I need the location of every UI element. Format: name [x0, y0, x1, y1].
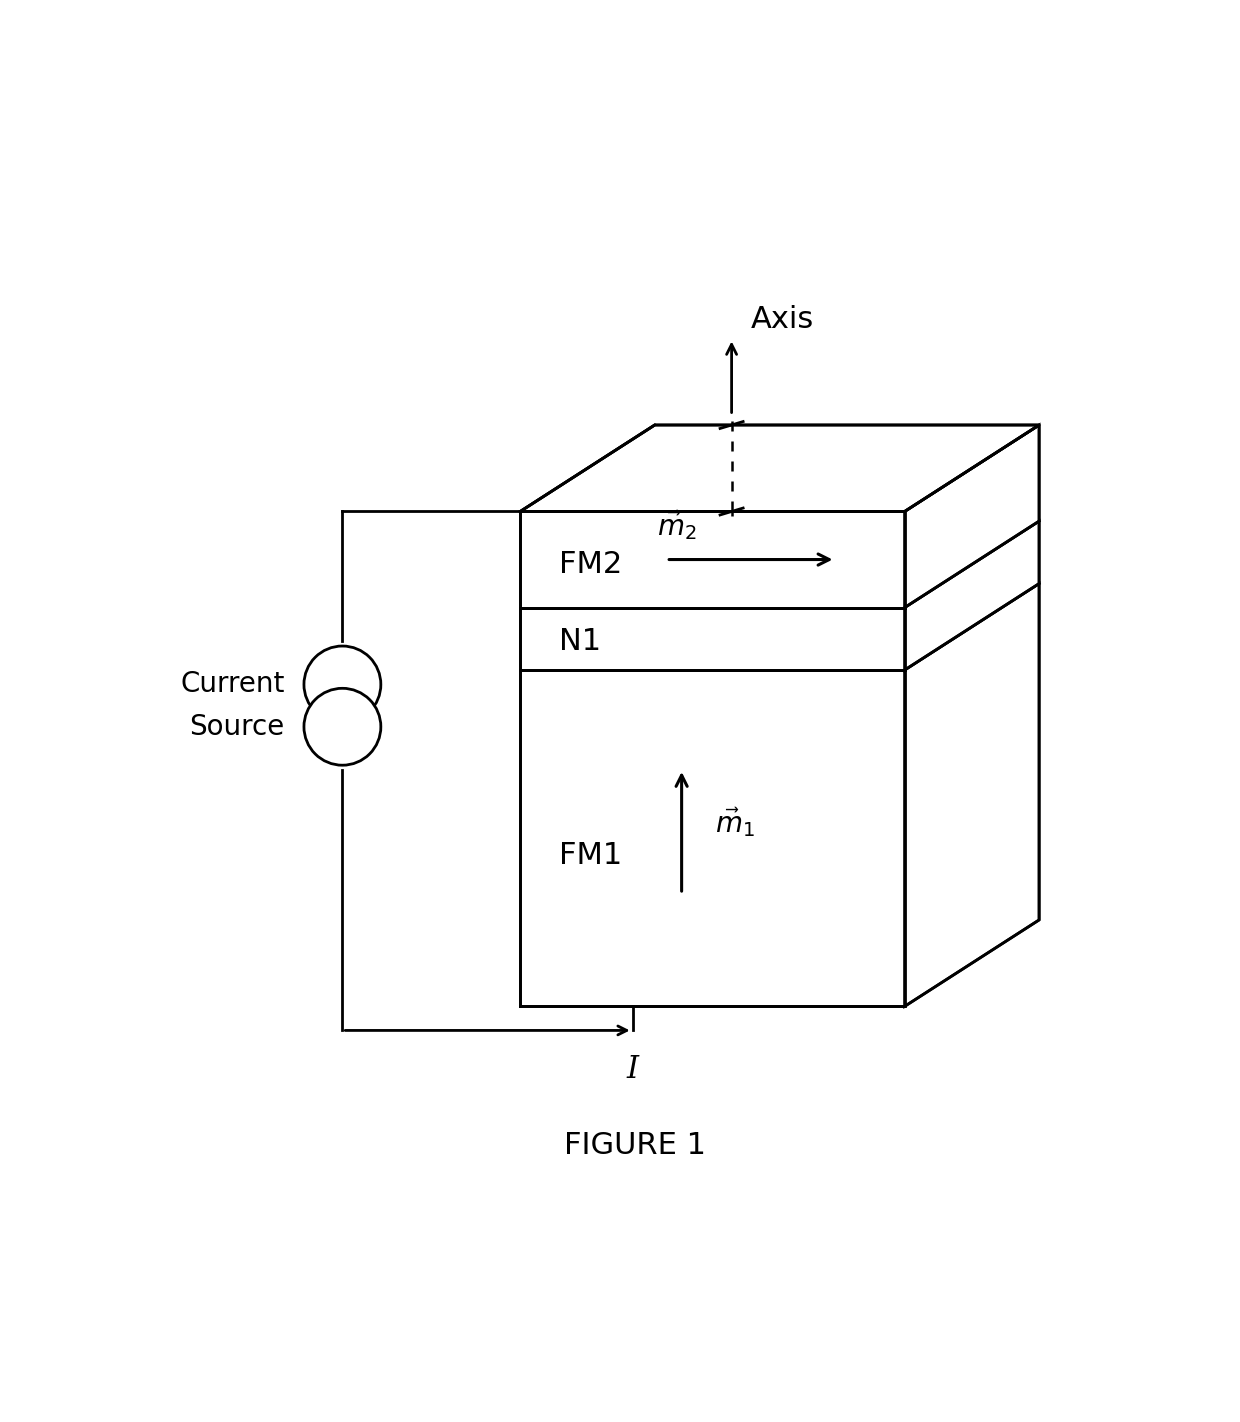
- Polygon shape: [521, 607, 905, 670]
- Text: Axis: Axis: [751, 304, 815, 334]
- Polygon shape: [521, 670, 905, 1007]
- Polygon shape: [521, 425, 1039, 512]
- Circle shape: [304, 688, 381, 765]
- Polygon shape: [521, 512, 905, 607]
- Circle shape: [304, 646, 381, 722]
- Polygon shape: [905, 425, 1039, 607]
- Text: FIGURE 1: FIGURE 1: [564, 1132, 707, 1160]
- Text: FM2: FM2: [558, 550, 622, 579]
- Text: $\vec{m}_2$: $\vec{m}_2$: [657, 509, 697, 542]
- Text: FM1: FM1: [558, 840, 622, 869]
- Text: I: I: [626, 1055, 639, 1085]
- Text: Source: Source: [190, 712, 285, 741]
- Text: $\vec{m}_1$: $\vec{m}_1$: [715, 805, 755, 839]
- Text: Current: Current: [180, 671, 285, 698]
- Text: N1: N1: [558, 627, 600, 657]
- Polygon shape: [905, 520, 1039, 670]
- Polygon shape: [905, 583, 1039, 1007]
